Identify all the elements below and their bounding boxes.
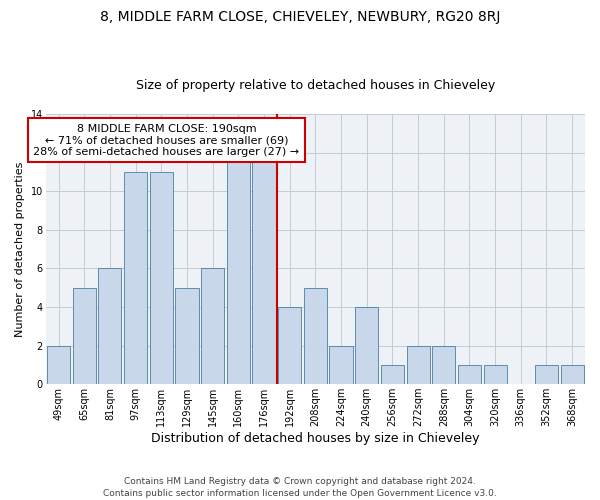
Bar xyxy=(560,365,584,384)
Bar xyxy=(98,268,121,384)
Bar xyxy=(355,307,378,384)
Bar xyxy=(253,152,275,384)
X-axis label: Distribution of detached houses by size in Chieveley: Distribution of detached houses by size … xyxy=(151,432,479,445)
Bar xyxy=(150,172,173,384)
Bar xyxy=(73,288,96,384)
Y-axis label: Number of detached properties: Number of detached properties xyxy=(15,162,25,337)
Bar xyxy=(278,307,301,384)
Bar xyxy=(432,346,455,384)
Bar xyxy=(47,346,70,384)
Bar xyxy=(407,346,430,384)
Bar xyxy=(458,365,481,384)
Bar xyxy=(227,152,250,384)
Bar xyxy=(484,365,506,384)
Text: Contains HM Land Registry data © Crown copyright and database right 2024.
Contai: Contains HM Land Registry data © Crown c… xyxy=(103,476,497,498)
Bar xyxy=(329,346,353,384)
Text: 8, MIDDLE FARM CLOSE, CHIEVELEY, NEWBURY, RG20 8RJ: 8, MIDDLE FARM CLOSE, CHIEVELEY, NEWBURY… xyxy=(100,10,500,24)
Bar xyxy=(124,172,147,384)
Text: 8 MIDDLE FARM CLOSE: 190sqm
← 71% of detached houses are smaller (69)
28% of sem: 8 MIDDLE FARM CLOSE: 190sqm ← 71% of det… xyxy=(34,124,299,157)
Bar xyxy=(535,365,558,384)
Bar xyxy=(201,268,224,384)
Bar xyxy=(175,288,199,384)
Title: Size of property relative to detached houses in Chieveley: Size of property relative to detached ho… xyxy=(136,79,495,92)
Bar xyxy=(381,365,404,384)
Bar xyxy=(304,288,327,384)
